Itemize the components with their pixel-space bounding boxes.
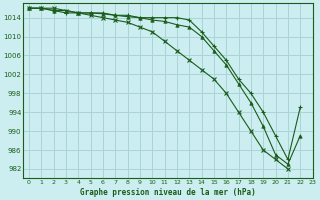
X-axis label: Graphe pression niveau de la mer (hPa): Graphe pression niveau de la mer (hPa) <box>80 188 256 197</box>
